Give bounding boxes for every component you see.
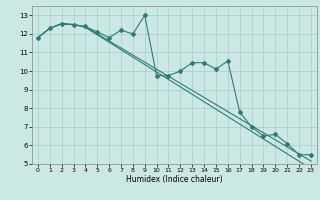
X-axis label: Humidex (Indice chaleur): Humidex (Indice chaleur) [126, 175, 223, 184]
